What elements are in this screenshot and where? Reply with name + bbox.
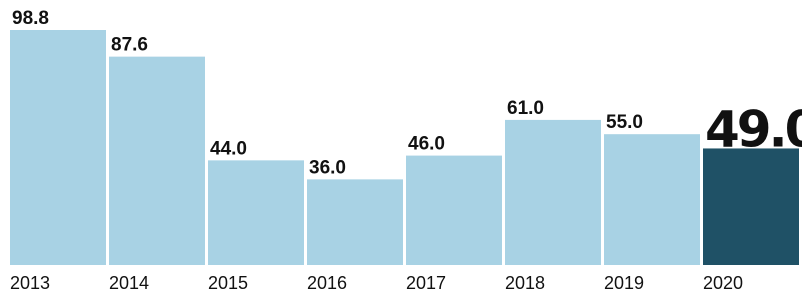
bar (505, 120, 601, 265)
value-label: 46.0 (408, 134, 445, 155)
x-tick-label: 2017 (406, 273, 446, 293)
chart: 98.8 2013 87.6 2014 44.0 2015 36.0 2016 46.0 2017… (0, 0, 802, 294)
bar (604, 134, 700, 265)
bar (208, 160, 304, 265)
bar (406, 156, 502, 265)
value-label: 87.6 (111, 35, 148, 56)
x-tick-label: 2013 (10, 273, 50, 293)
value-label: 49.0 (705, 100, 802, 158)
bar (307, 179, 403, 265)
value-label: 98.8 (12, 8, 49, 29)
bar (109, 57, 205, 265)
x-tick-label: 2018 (505, 273, 545, 293)
value-label: 36.0 (309, 157, 346, 178)
value-label: 61.0 (507, 98, 544, 119)
x-tick-label: 2016 (307, 273, 347, 293)
value-label: 44.0 (210, 138, 247, 159)
value-label: 55.0 (606, 112, 643, 133)
x-tick-label: 2014 (109, 273, 149, 293)
bar (10, 30, 106, 265)
x-tick-label: 2015 (208, 273, 248, 293)
x-tick-label: 2020 (703, 273, 743, 293)
bar (703, 148, 799, 265)
x-tick-label: 2019 (604, 273, 644, 293)
